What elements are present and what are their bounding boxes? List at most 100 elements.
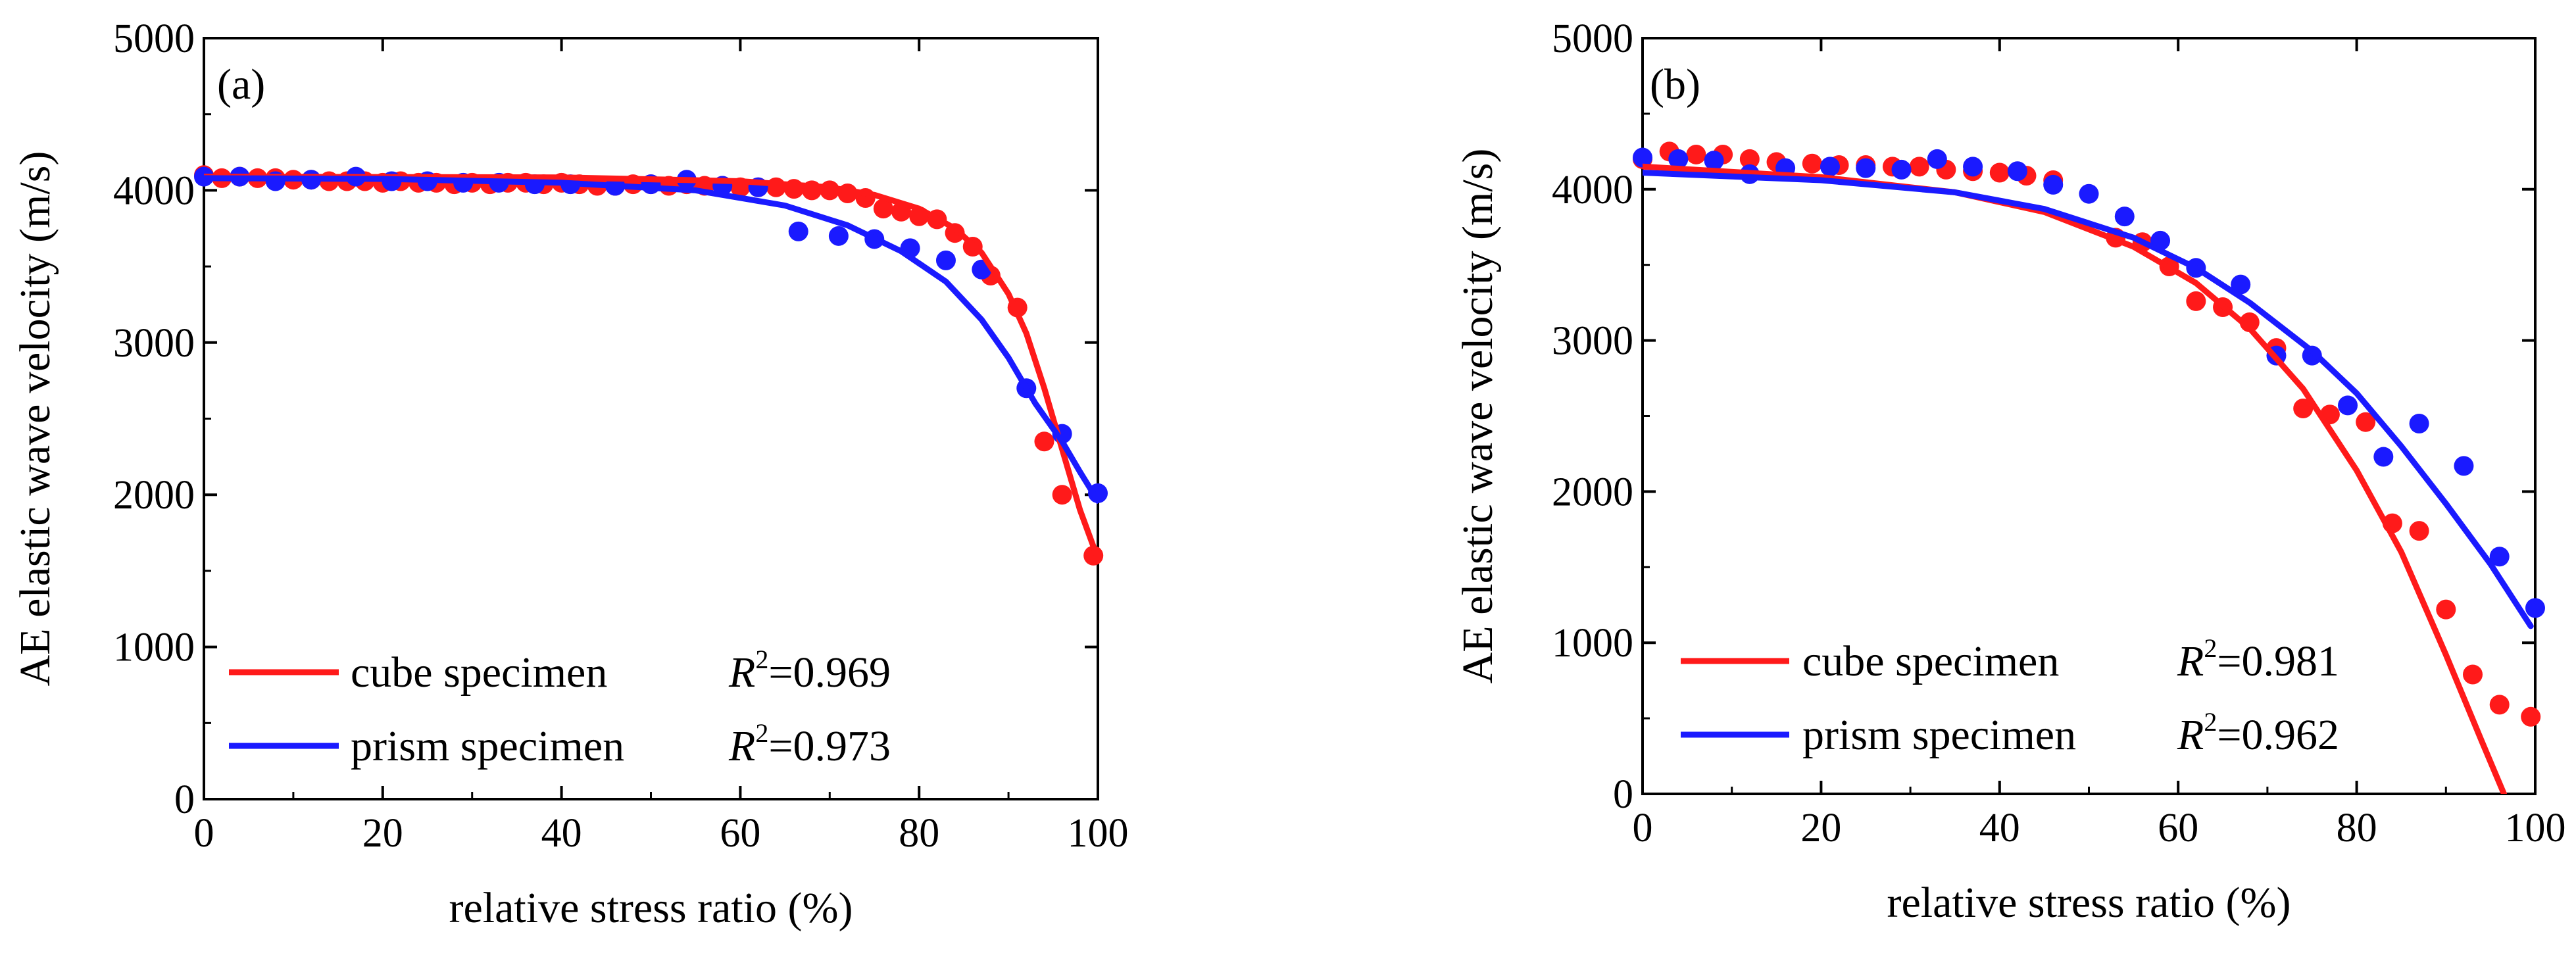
data-point	[1802, 153, 1822, 174]
plot-frame	[1641, 37, 2537, 795]
plot-frame	[203, 37, 1099, 800]
x-tick-label: 20	[362, 811, 403, 856]
x-tick-label: 100	[1068, 811, 1129, 856]
y-tick-label: 0	[1613, 772, 1633, 817]
data-point	[2007, 161, 2027, 182]
data-point	[1034, 431, 1054, 452]
r-symbol: R	[728, 649, 755, 697]
data-point	[1668, 149, 1689, 169]
data-point	[2293, 399, 2314, 419]
y-tick-label: 3000	[113, 321, 195, 366]
fit-line	[1643, 170, 2534, 629]
y-axis-label: AE elastic wave velocity (m/s)	[11, 151, 59, 687]
fit-line	[204, 174, 1098, 562]
x-tick-label: 40	[1979, 806, 2020, 850]
data-point	[2373, 447, 2394, 467]
r-symbol: R	[728, 722, 755, 770]
r2-value: =0.973	[768, 722, 891, 770]
r-superscript: 2	[2204, 707, 2217, 737]
series-prism-specimen	[1633, 147, 2545, 618]
x-tick-label: 0	[194, 811, 214, 856]
data-point	[1963, 157, 1983, 177]
legend-entry-name: cube specimen	[351, 649, 607, 697]
legend-entry-name: cube specimen	[1802, 637, 2059, 685]
x-tick-label: 60	[720, 811, 760, 856]
data-point	[2409, 521, 2429, 541]
legend-entry-name: prism specimen	[1802, 711, 2076, 759]
panel-label: (a)	[217, 61, 265, 109]
legend-r2: R2=0.981	[2177, 633, 2339, 685]
r-symbol: R	[2177, 711, 2204, 759]
data-point	[1083, 545, 1104, 566]
fit-line	[1643, 163, 2507, 794]
y-tick-label: 1000	[1552, 621, 1633, 666]
chart-panel-b: 0 20 40 60 80 100010002000300040005000relativ…	[1454, 16, 2566, 927]
data-point	[2114, 207, 2135, 227]
data-point	[2463, 664, 2483, 685]
data-point	[2079, 184, 2099, 204]
y-tick-label: 2000	[1552, 470, 1633, 514]
y-tick-label: 3000	[1552, 319, 1633, 364]
x-axis-label: relative stress ratio (%)	[1887, 879, 2291, 927]
data-point	[2186, 291, 2206, 311]
legend-r2: R2=0.962	[2177, 707, 2339, 759]
r-symbol: R	[2177, 637, 2204, 685]
y-axis-label: AE elastic wave velocity (m/s)	[1454, 149, 1502, 684]
r-superscript: 2	[2204, 633, 2217, 663]
data-point	[2489, 547, 2510, 567]
data-point	[935, 250, 956, 270]
series-cube-specimen	[194, 165, 1104, 566]
data-point	[1927, 149, 1947, 169]
r2-value: =0.962	[2217, 711, 2339, 759]
panel-label: (b)	[1650, 61, 1700, 109]
data-point	[1891, 159, 1912, 180]
x-tick-label: 20	[1800, 806, 1841, 850]
data-point	[2436, 599, 2456, 620]
y-tick-label: 2000	[113, 473, 195, 518]
y-tick-label: 4000	[1552, 168, 1633, 212]
r-superscript: 2	[755, 718, 768, 748]
legend-r2: R2=0.969	[728, 645, 891, 697]
data-point	[2409, 413, 2429, 433]
y-tick-label: 5000	[1552, 16, 1633, 61]
chart-panel-a: 0 20 40 60 80 100010002000300040005000relativ…	[11, 16, 1129, 932]
legend-r2: R2=0.973	[728, 718, 891, 770]
fit-line	[204, 175, 1098, 504]
data-point	[1686, 144, 1706, 164]
data-point	[1909, 157, 1929, 177]
x-tick-label: 60	[2158, 806, 2198, 850]
y-tick-label: 5000	[113, 16, 195, 61]
x-tick-label: 80	[899, 811, 939, 856]
data-point	[2356, 412, 2376, 432]
r2-value: =0.981	[2217, 637, 2339, 685]
data-point	[2043, 174, 2064, 195]
data-point	[1704, 151, 1724, 171]
y-tick-label: 4000	[113, 168, 195, 213]
x-tick-label: 100	[2505, 806, 2566, 850]
data-point	[788, 221, 808, 241]
y-tick-label: 0	[174, 777, 195, 822]
series-prism-specimen	[194, 166, 1108, 503]
data-point	[2489, 695, 2510, 715]
r2-value: =0.969	[768, 649, 891, 697]
data-point	[1633, 147, 1652, 168]
data-point	[1052, 485, 1072, 505]
legend-entry-name: prism specimen	[351, 722, 624, 770]
x-tick-label: 80	[2337, 806, 2377, 850]
data-point	[1989, 162, 2010, 183]
data-point	[828, 226, 849, 246]
r-superscript: 2	[755, 645, 768, 674]
data-point	[1856, 158, 1876, 178]
y-tick-label: 1000	[113, 626, 195, 670]
data-point	[2454, 456, 2474, 476]
data-point	[1739, 149, 1760, 169]
x-axis-label: relative stress ratio (%)	[449, 884, 853, 932]
data-point	[1820, 157, 1840, 177]
x-tick-label: 40	[541, 811, 582, 856]
data-point	[2521, 706, 2541, 727]
x-tick-label: 0	[1633, 806, 1653, 850]
data-point	[2231, 274, 2251, 295]
